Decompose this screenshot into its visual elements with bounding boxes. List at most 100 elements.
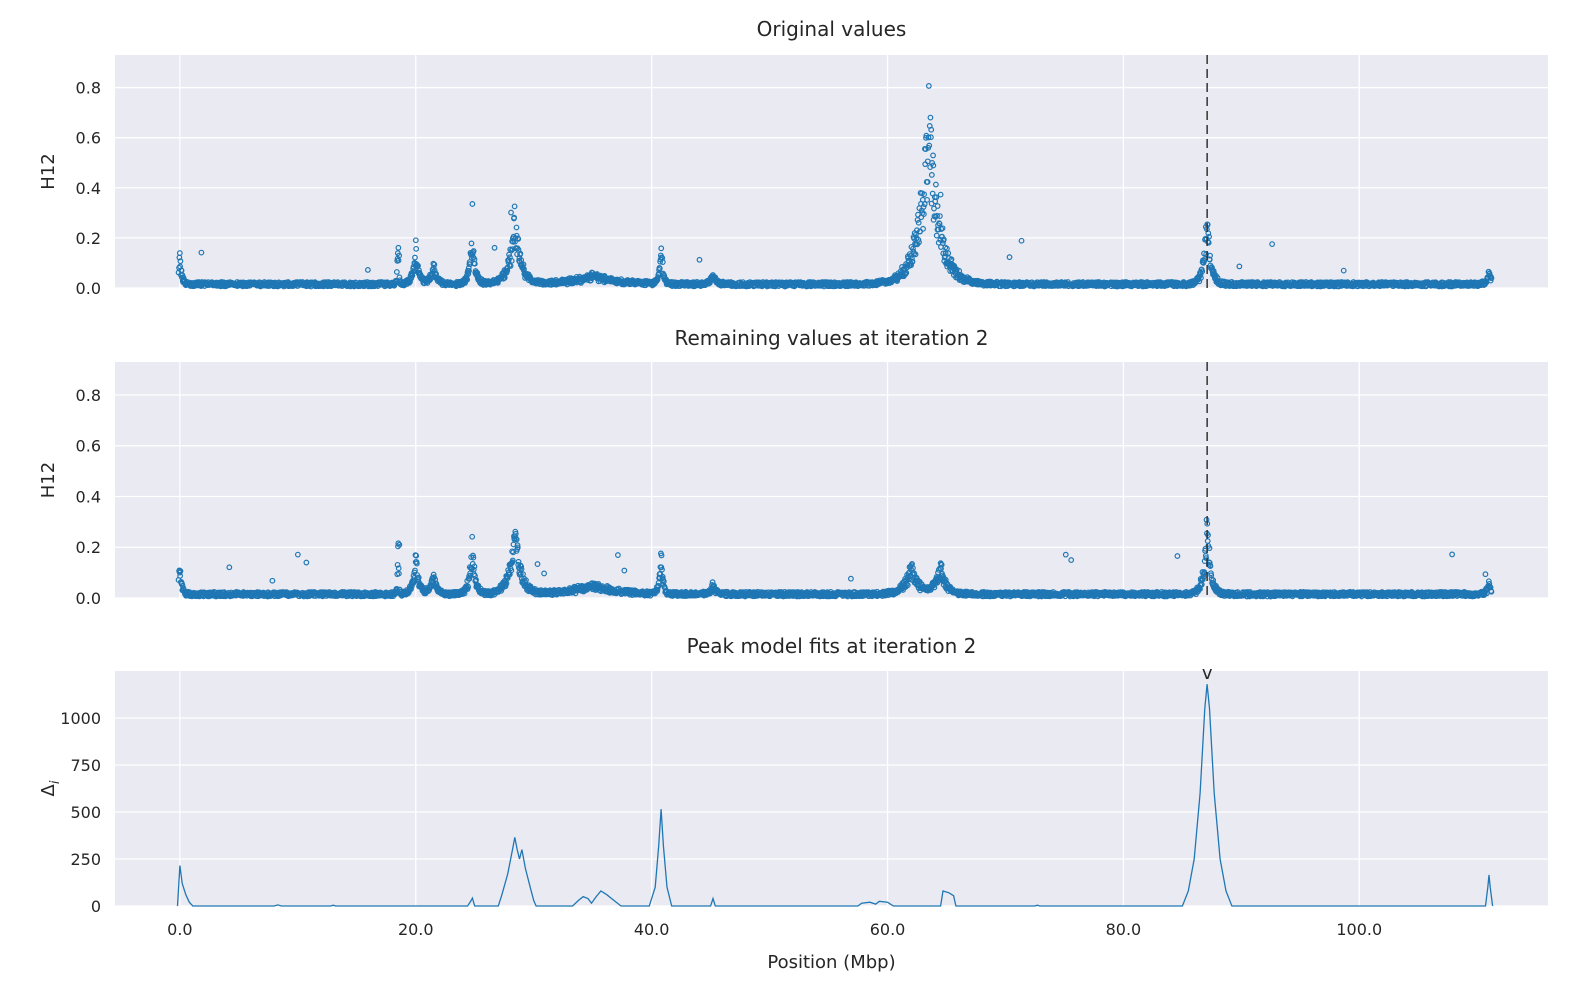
data-point (226, 564, 233, 571)
y-tick-label: 0.2 (76, 538, 101, 557)
data-point (407, 278, 413, 285)
data-point (512, 238, 518, 245)
data-point (395, 570, 402, 577)
plot-area (115, 362, 1548, 598)
data-point (393, 585, 400, 592)
data-point (1206, 233, 1212, 240)
data-point (909, 258, 916, 265)
scatter-series (175, 516, 1495, 600)
data-point (956, 267, 963, 274)
data-point (924, 196, 931, 203)
data-point (431, 261, 438, 268)
data-point (505, 257, 512, 263)
data-point (920, 225, 926, 232)
y-tick-label: 0.0 (76, 589, 101, 608)
data-point (507, 246, 514, 253)
data-point (925, 83, 932, 89)
panel-title: Original values (757, 17, 907, 41)
data-point (1340, 267, 1347, 274)
data-point (920, 204, 927, 210)
data-point (1236, 263, 1243, 270)
data-point (924, 179, 931, 185)
data-point (511, 203, 518, 210)
data-point (927, 134, 934, 141)
data-point (198, 249, 205, 256)
data-point (659, 259, 666, 265)
data-point (431, 267, 438, 274)
data-point (412, 254, 418, 261)
data-point (921, 201, 928, 208)
data-point (1018, 237, 1025, 244)
data-point (937, 191, 944, 198)
data-point (658, 245, 665, 252)
data-point (466, 267, 472, 274)
data-point (915, 236, 922, 243)
data-point (925, 134, 932, 141)
data-point (515, 235, 522, 242)
data-point (916, 239, 922, 246)
data-point (393, 269, 400, 275)
y-tick-label: 0.8 (76, 79, 101, 98)
data-point (1006, 254, 1013, 261)
data-point (413, 560, 420, 567)
data-point (513, 224, 520, 231)
data-point (507, 263, 514, 269)
data-point (396, 541, 403, 548)
data-point (921, 191, 928, 198)
data-point (914, 217, 921, 223)
data-point (176, 250, 183, 256)
data-point (506, 251, 512, 258)
data-point (934, 203, 941, 209)
data-point (269, 577, 276, 584)
data-point (1198, 274, 1204, 281)
data-point (934, 212, 940, 219)
data-point (364, 267, 371, 273)
data-point (912, 251, 919, 258)
data-point (176, 567, 183, 574)
data-point (927, 114, 934, 121)
data-point (412, 237, 419, 244)
data-point (511, 214, 518, 221)
data-point (926, 142, 933, 149)
y-tick-label: 0.0 (76, 279, 101, 298)
data-point (469, 201, 476, 207)
panel-title: Remaining values at iteration 2 (675, 326, 989, 350)
data-point (696, 256, 703, 263)
data-point (395, 565, 402, 572)
data-point (396, 252, 403, 259)
data-point (468, 240, 475, 247)
y-tick-label: 0.4 (76, 179, 101, 198)
y-tick-label: 0.4 (76, 487, 101, 506)
data-point (928, 172, 935, 178)
data-point (508, 247, 515, 254)
data-point (413, 245, 420, 252)
data-point (471, 260, 478, 267)
data-point (294, 551, 301, 558)
data-point (936, 220, 943, 227)
data-point (517, 250, 524, 257)
data-point (936, 213, 943, 220)
data-point (1205, 230, 1212, 237)
data-point (430, 264, 437, 271)
data-point (412, 567, 418, 574)
plot-area (115, 55, 1548, 288)
data-point (177, 568, 184, 575)
data-point (930, 152, 936, 159)
data-point (1269, 241, 1276, 248)
data-point (915, 219, 922, 226)
data-point (504, 267, 511, 274)
data-point (933, 232, 940, 239)
data-point (1199, 268, 1206, 275)
data-point (303, 559, 310, 566)
y-tick-label: 0.2 (76, 229, 101, 248)
data-point (508, 257, 515, 264)
data-point (508, 209, 514, 216)
data-point (928, 126, 935, 133)
data-point (656, 265, 663, 272)
data-point (1488, 275, 1495, 282)
data-point (413, 552, 420, 559)
y-tick-label: 0.6 (76, 129, 101, 148)
data-point (932, 181, 939, 188)
